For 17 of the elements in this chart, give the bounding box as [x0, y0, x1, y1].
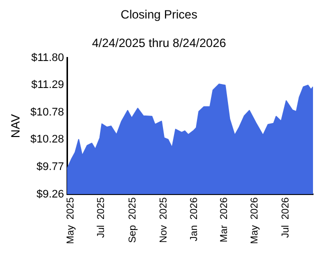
y-tick-label: $10.28	[30, 134, 64, 146]
x-tick-label: Sep 2025	[127, 196, 138, 243]
x-tick-label: Jul 2025	[96, 196, 108, 238]
x-tick-label: Jan 2026	[189, 196, 200, 242]
x-tick-label: Jul 2026	[280, 196, 292, 238]
x-tick-label: Nov 2025	[158, 196, 170, 243]
chart-title: Closing Prices	[120, 8, 198, 22]
y-tick-label: $9.77	[36, 160, 64, 173]
y-tick-label: $11.29	[31, 79, 64, 92]
x-tick-label: May 2025	[65, 196, 76, 244]
y-tick-label: $10.78	[30, 106, 64, 119]
x-tick-label: May 2026	[250, 196, 261, 244]
y-tick-label: $11.80	[31, 52, 64, 64]
y-tick-label: $9.26	[36, 188, 64, 200]
x-tick-label: Mar 2026	[218, 196, 230, 242]
chart-subtitle: 4/24/2025 thru 8/24/2026	[92, 36, 226, 50]
y-axis-title: NAV	[8, 114, 23, 138]
